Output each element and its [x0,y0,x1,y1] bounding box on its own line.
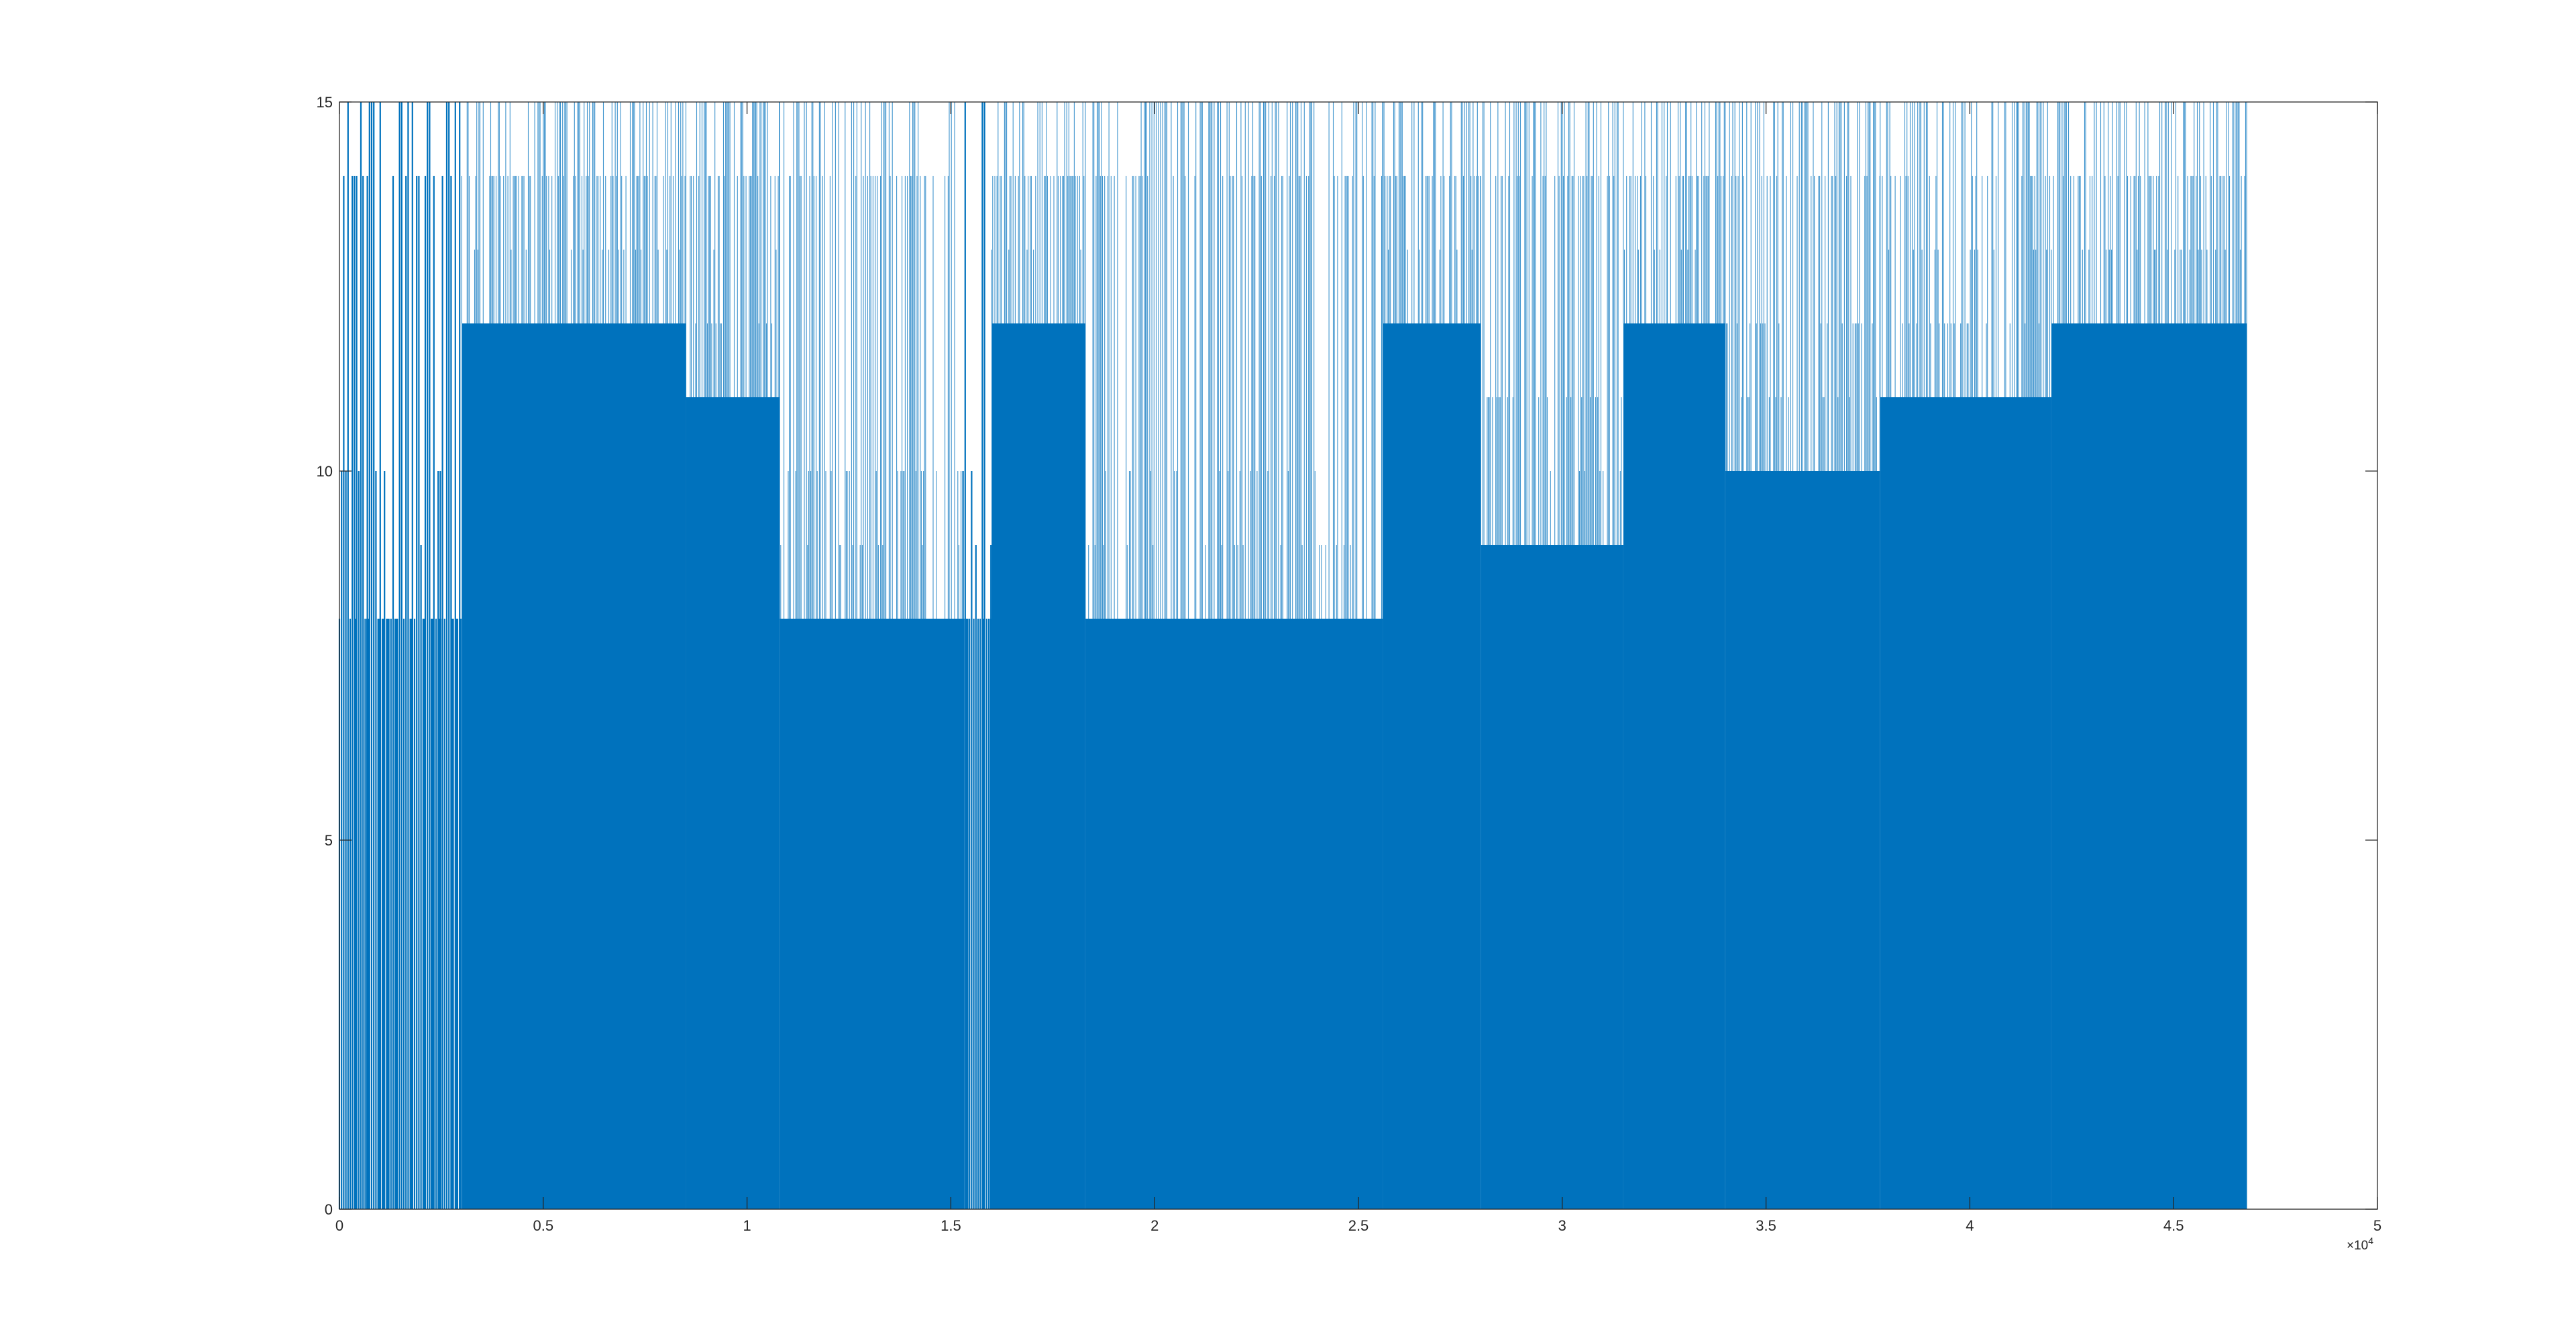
series-spikes [1623,102,1725,323]
series-core [1383,323,1481,1209]
x-tick-label: 1 [743,1217,751,1234]
x-tick: 2 [1150,102,1159,1234]
x-tick: 1.5 [941,102,961,1234]
y-tick-label: 15 [317,94,333,111]
x-axis: 0 0.5 1 1.5 2 2.5 3 3.5 4 4.5 5 [335,102,2381,1234]
series-core [1623,323,1725,1209]
x-tick-label: 1.5 [941,1217,961,1234]
x-tick: 3 [1558,102,1566,1234]
series-spikes [1480,102,1622,545]
y-axis: 0 5 10 15 [317,94,2377,1218]
y-tick: 15 [317,94,2377,111]
series-segment [685,102,780,1209]
series-segment [991,102,1085,1209]
x-tick: 5 [2373,102,2381,1234]
series-spikes [1382,102,1481,323]
x-exponent-base: ×10 [2347,1239,2368,1253]
x-tick: 2.5 [1348,102,1369,1234]
series-segment [1085,102,1383,1209]
series-1 [338,102,2247,1209]
series-segment [1623,102,1725,1209]
series-sparse-strokes [961,619,993,1209]
series-sparse-strokes [354,619,462,1209]
series-core [1481,545,1623,1209]
x-tick-label: 2 [1150,1217,1159,1234]
series-segment [779,102,963,1209]
series-spikes [991,102,1085,323]
series-core [991,323,1085,1209]
series-core [1880,397,2051,1209]
y-tick: 10 [317,463,2377,480]
series-core [462,323,686,1209]
series-spikes [461,102,686,323]
y-tick: 0 [325,1201,2377,1218]
series-spikes [1085,102,1383,619]
x-exponent-power: 4 [2368,1235,2373,1246]
series-layer [338,102,2247,1209]
series-core [780,619,963,1209]
x-tick: 0 [335,102,343,1234]
x-tick: 4 [1966,102,1974,1234]
series-core [1085,619,1383,1209]
series-core [686,397,780,1209]
series-segment [1480,102,1623,1209]
x-tick-label: 5 [2373,1217,2381,1234]
x-tick: 4.5 [2163,102,2184,1234]
x-tick-label: 4 [1966,1217,1974,1234]
series-segment [1725,102,1880,1209]
x-tick-label: 2.5 [1348,1217,1369,1234]
y-tick-label: 0 [325,1201,333,1218]
series-segment [461,102,686,1209]
y-tick: 5 [325,832,2377,849]
series-spikes [1725,102,1880,471]
x-tick: 3.5 [1756,102,1776,1234]
x-tick-label: 0 [335,1217,343,1234]
x-tick-label: 0.5 [533,1217,554,1234]
x-tick-label: 4.5 [2163,1217,2184,1234]
series-spikes [2051,102,2247,323]
series-segment [961,102,993,1209]
series-segment [1880,102,2051,1209]
series-core [1725,471,1880,1209]
series-segment [2051,102,2247,1209]
series-spikes [1880,102,2051,397]
series-spikes [685,102,780,397]
x-exponent-label: ×104 [2347,1235,2373,1253]
x-tick-label: 3.5 [1756,1217,1776,1234]
x-tick: 1 [743,102,751,1234]
x-tick: 0.5 [533,102,554,1234]
y-tick-label: 5 [325,832,333,849]
series-spikes [779,102,962,619]
series-segment [1382,102,1481,1209]
x-tick-label: 3 [1558,1217,1566,1234]
y-tick-label: 10 [317,463,333,480]
series-core [2051,323,2247,1209]
